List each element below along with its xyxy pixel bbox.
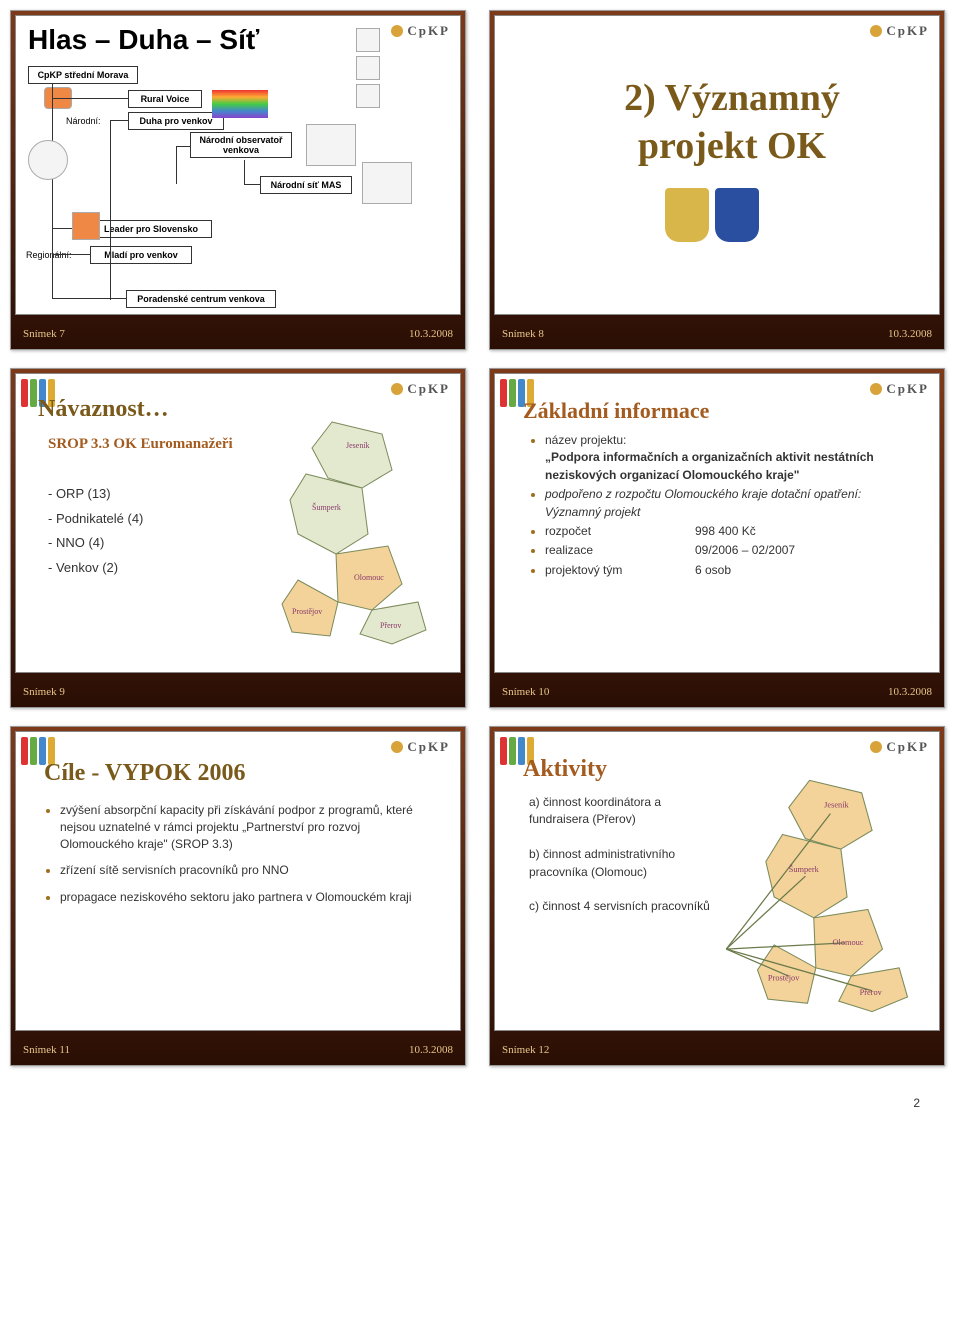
- slide-9: CpKP Návaznost… SROP 3.3 OK Euromanažeři…: [10, 368, 466, 708]
- slide-9-title: Návaznost…: [38, 396, 169, 423]
- slide-7: Hlas – Duha – Síť CpKP střední Morava Ná…: [10, 10, 466, 350]
- label-regional: Regionální:: [26, 250, 72, 260]
- slide-10-date: 10.3.2008: [888, 686, 932, 698]
- logo-b: [356, 56, 380, 80]
- slide-10: CpKP Základní informace název projektu: …: [489, 368, 945, 708]
- s9-item-0: - ORP (13): [48, 482, 143, 507]
- slide-11-num: Snímek 11: [23, 1044, 70, 1056]
- slide-8-title1: 2) Významný: [545, 76, 919, 120]
- slide-11-date: 10.3.2008: [409, 1044, 453, 1056]
- s11-b2: propagace neziskového sektoru jako partn…: [60, 890, 412, 904]
- map-olomouc-1: Jeseník Šumperk Olomouc Prostějov Přerov: [242, 414, 442, 654]
- slide-7-footer: Snímek 7 10.3.2008: [11, 319, 465, 349]
- maplab12-3: Prostějov: [768, 973, 800, 982]
- maplab-2: Olomouc: [354, 573, 384, 582]
- slide-10-num: Snímek 10: [502, 686, 549, 698]
- slide-10-title: Základní informace: [523, 398, 709, 424]
- slide-9-subtitle: SROP 3.3 OK Euromanažeři: [48, 436, 233, 453]
- slide-11-body: CpKP Cíle - VYPOK 2006 zvýšení absorpční…: [15, 731, 461, 1031]
- logo-observ: [306, 124, 356, 166]
- map-olomouc-2: Jeseník Šumperk Olomouc Prostějov Přerov: [715, 772, 925, 1022]
- s12-i2: c) činnost 4 servisních pracovníků: [529, 898, 719, 915]
- slide-11-title: Cíle - VYPOK 2006: [44, 760, 246, 787]
- box-mas: Národní síť MAS: [260, 176, 352, 194]
- slide-12-body: CpKP Aktivity a) činnost koordinátora a …: [494, 731, 940, 1031]
- maplab12-2: Olomouc: [833, 938, 864, 947]
- slide-7-body: Hlas – Duha – Síť CpKP střední Morava Ná…: [15, 15, 461, 315]
- brand-label: CpKP: [391, 23, 450, 39]
- s10-r0v: 998 400 Kč: [695, 523, 756, 540]
- slide-9-num: Snímek 9: [23, 686, 65, 698]
- slide-8: CpKP 2) Významný projekt OK Snímek 8 10.…: [489, 10, 945, 350]
- crest-group: [665, 188, 765, 268]
- page-number: 2: [10, 1066, 950, 1118]
- slide-8-date: 10.3.2008: [888, 328, 932, 340]
- slide-8-footer: Snímek 8 10.3.2008: [490, 319, 944, 349]
- s12-i1: b) činnost administrativního pracovníka …: [529, 846, 719, 881]
- box-leader-sk: Leader pro Slovensko: [90, 220, 212, 238]
- s9-item-1: - Podnikatelé (4): [48, 507, 143, 532]
- brand-label: CpKP: [870, 739, 929, 755]
- box-poradenske: Poradenské centrum venkova: [126, 290, 276, 308]
- slide-8-title2: projekt OK: [545, 124, 919, 168]
- slide-12-content: a) činnost koordinátora a fundraisera (P…: [529, 794, 719, 916]
- s10-r1k: realizace: [545, 542, 695, 559]
- logo-a: [356, 28, 380, 52]
- slide-7-title: Hlas – Duha – Síť: [28, 24, 259, 56]
- logo-mas: [362, 162, 412, 204]
- brand-label: CpKP: [870, 23, 929, 39]
- brand-label: CpKP: [391, 739, 450, 755]
- box-observ: Národní observatoř venkova: [190, 132, 292, 158]
- maplab-4: Přerov: [380, 621, 401, 630]
- slide-12-footer: Snímek 12: [490, 1035, 944, 1065]
- logo-leader: [72, 212, 100, 240]
- slide-7-date: 10.3.2008: [409, 328, 453, 340]
- maplab-0: Jeseník: [346, 441, 370, 450]
- box-mladi: Mladí pro venkov: [90, 246, 192, 264]
- maplab12-4: Přerov: [860, 988, 883, 997]
- maplab12-1: Šumperk: [789, 864, 820, 874]
- slide-9-list: - ORP (13) - Podnikatelé (4) - NNO (4) -…: [48, 482, 143, 581]
- logo-rainbow: [212, 90, 268, 118]
- crest-left: [665, 188, 709, 242]
- s9-item-2: - NNO (4): [48, 531, 143, 556]
- slide-8-num: Snímek 8: [502, 328, 544, 340]
- logo-circle: [28, 140, 68, 180]
- box-root: CpKP střední Morava: [28, 66, 138, 84]
- s10-projname: „Podpora informačních a organizačních ak…: [545, 450, 874, 481]
- s10-r0k: rozpočet: [545, 523, 695, 540]
- slide-10-body: CpKP Základní informace název projektu: …: [494, 373, 940, 673]
- maplab12-0: Jeseník: [824, 800, 849, 809]
- crest-right: [715, 188, 759, 242]
- s10-r1v: 09/2006 – 02/2007: [695, 542, 795, 559]
- slide-12-title: Aktivity: [523, 756, 607, 783]
- slide-10-footer: Snímek 10 10.3.2008: [490, 677, 944, 707]
- slide-9-footer: Snímek 9: [11, 677, 465, 707]
- s10-r2v: 6 osob: [695, 562, 731, 579]
- slide-12: CpKP Aktivity a) činnost koordinátora a …: [489, 726, 945, 1066]
- s11-b0: zvýšení absorpční kapacity při získávání…: [60, 803, 413, 851]
- slide-10-content: název projektu: „Podpora informačních a …: [531, 432, 917, 581]
- slide-11: CpKP Cíle - VYPOK 2006 zvýšení absorpční…: [10, 726, 466, 1066]
- slide-7-num: Snímek 7: [23, 328, 65, 340]
- logo-c: [356, 84, 380, 108]
- s10-r2k: projektový tým: [545, 562, 695, 579]
- slide-11-footer: Snímek 11 10.3.2008: [11, 1035, 465, 1065]
- box-duha: Duha pro venkov: [128, 112, 224, 130]
- slide-12-num: Snímek 12: [502, 1044, 549, 1056]
- maplab-3: Prostějov: [292, 607, 322, 616]
- s12-i0: a) činnost koordinátora a fundraisera (P…: [529, 794, 719, 829]
- s11-b1: zřízení sítě servisních pracovníků pro N…: [60, 863, 289, 877]
- brand-label: CpKP: [870, 381, 929, 397]
- s10-support: podpořeno z rozpočtu Olomouckého kraje d…: [545, 487, 861, 518]
- label-national: Národní:: [66, 116, 101, 126]
- brand-label: CpKP: [391, 381, 450, 397]
- s9-item-3: - Venkov (2): [48, 556, 143, 581]
- box-rural-voice: Rural Voice: [128, 90, 202, 108]
- s10-projlabel: název projektu:: [545, 433, 626, 447]
- slide-9-body: CpKP Návaznost… SROP 3.3 OK Euromanažeři…: [15, 373, 461, 673]
- maplab-1: Šumperk: [312, 503, 341, 512]
- slide-11-content: zvýšení absorpční kapacity při získávání…: [46, 802, 434, 916]
- slide-8-body: CpKP 2) Významný projekt OK: [494, 15, 940, 315]
